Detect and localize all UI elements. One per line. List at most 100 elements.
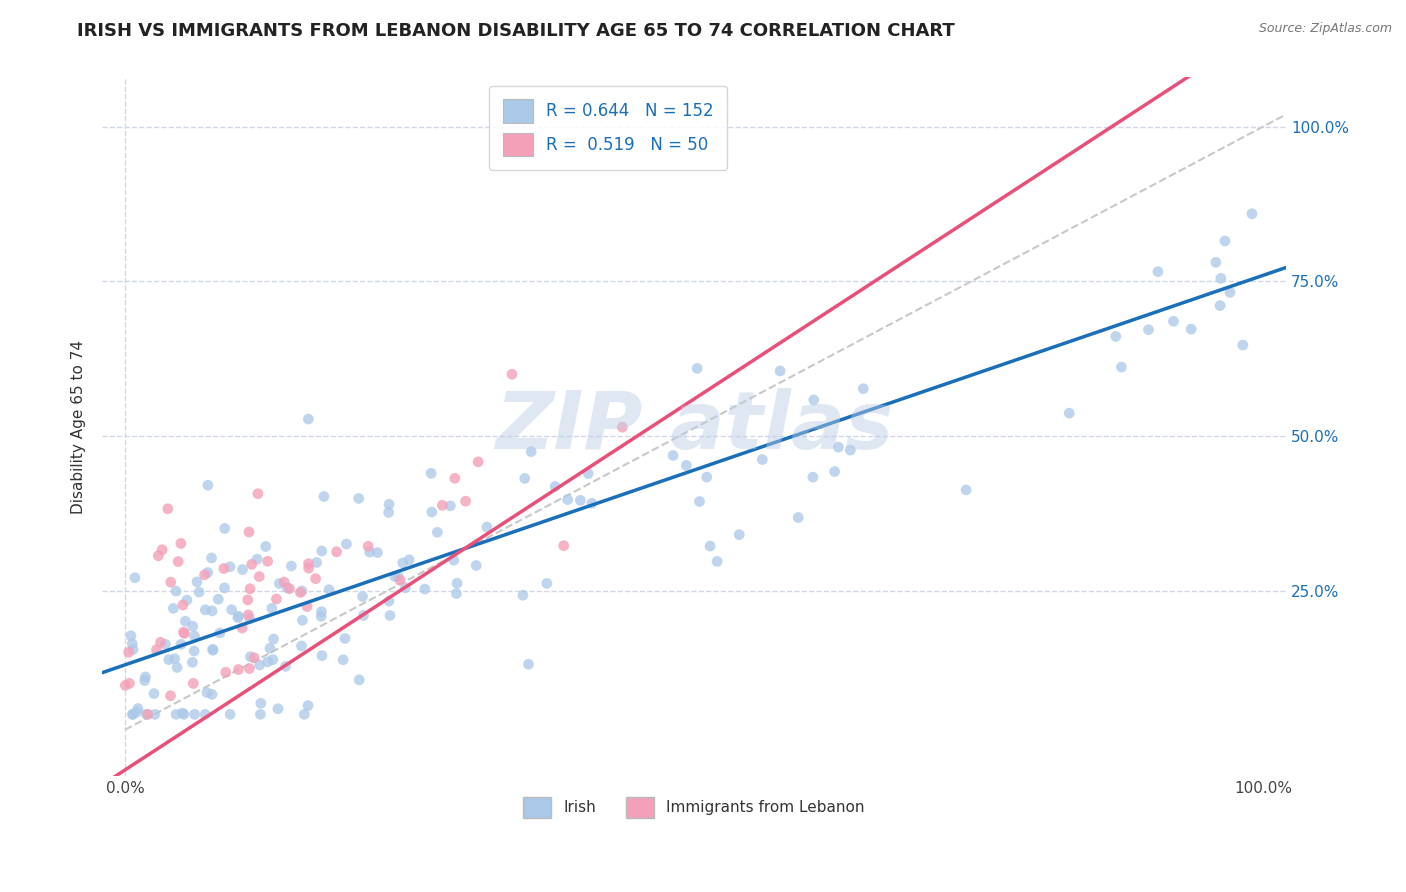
- Point: [347, 673, 370, 687]
- Point: [172, 598, 194, 612]
- Point: [557, 492, 579, 507]
- Point: [155, 637, 177, 651]
- Point: [696, 470, 718, 484]
- Point: [432, 499, 454, 513]
- Point: [125, 705, 148, 719]
- Point: [212, 561, 235, 575]
- Point: [194, 603, 217, 617]
- Point: [181, 656, 204, 670]
- Point: [156, 501, 179, 516]
- Point: [955, 483, 977, 497]
- Point: [214, 521, 236, 535]
- Point: [163, 651, 186, 665]
- Point: [1180, 322, 1202, 336]
- Point: [387, 569, 409, 583]
- Point: [309, 609, 332, 624]
- Point: [267, 702, 290, 716]
- Point: [165, 707, 187, 722]
- Point: [121, 637, 143, 651]
- Point: [231, 621, 253, 635]
- Point: [239, 649, 262, 664]
- Point: [297, 698, 319, 713]
- Point: [1163, 314, 1185, 328]
- Point: [333, 632, 356, 646]
- Point: [576, 467, 599, 481]
- Point: [426, 525, 449, 540]
- Point: [1059, 406, 1081, 420]
- Point: [1147, 265, 1170, 279]
- Point: [236, 593, 259, 607]
- Point: [219, 707, 242, 722]
- Point: [150, 542, 173, 557]
- Point: [454, 494, 477, 508]
- Point: [124, 571, 146, 585]
- Point: [134, 673, 156, 688]
- Point: [134, 670, 156, 684]
- Point: [544, 479, 567, 493]
- Point: [513, 471, 536, 485]
- Point: [118, 676, 141, 690]
- Point: [291, 613, 314, 627]
- Point: [311, 648, 333, 663]
- Point: [359, 545, 381, 559]
- Point: [166, 660, 188, 674]
- Legend: Irish, Immigrants from Lebanon: Irish, Immigrants from Lebanon: [517, 790, 870, 824]
- Point: [391, 556, 413, 570]
- Point: [259, 641, 281, 656]
- Point: [839, 443, 862, 458]
- Point: [465, 558, 488, 573]
- Point: [675, 458, 697, 473]
- Point: [200, 551, 222, 566]
- Point: [201, 604, 224, 618]
- Point: [1240, 207, 1263, 221]
- Point: [1111, 359, 1133, 374]
- Point: [201, 643, 224, 657]
- Point: [262, 652, 284, 666]
- Point: [136, 707, 159, 722]
- Point: [157, 652, 180, 666]
- Point: [312, 490, 335, 504]
- Point: [420, 467, 443, 481]
- Point: [787, 510, 810, 524]
- Point: [273, 575, 295, 590]
- Y-axis label: Disability Age 65 to 74: Disability Age 65 to 74: [72, 340, 86, 514]
- Point: [751, 452, 773, 467]
- Point: [170, 536, 193, 550]
- Point: [686, 361, 709, 376]
- Point: [162, 601, 184, 615]
- Point: [226, 611, 249, 625]
- Point: [378, 594, 401, 608]
- Point: [305, 556, 328, 570]
- Point: [143, 687, 166, 701]
- Point: [311, 544, 333, 558]
- Point: [352, 590, 374, 604]
- Point: [260, 601, 283, 615]
- Point: [1213, 234, 1236, 248]
- Point: [298, 561, 321, 575]
- Point: [122, 642, 145, 657]
- Point: [269, 576, 291, 591]
- Point: [228, 609, 250, 624]
- Point: [517, 657, 540, 672]
- Point: [170, 637, 193, 651]
- Point: [389, 573, 412, 587]
- Point: [394, 581, 416, 595]
- Point: [145, 642, 167, 657]
- Point: [263, 632, 285, 646]
- Point: [127, 701, 149, 715]
- Point: [247, 569, 270, 583]
- Point: [239, 612, 262, 626]
- Point: [197, 566, 219, 580]
- Point: [357, 539, 380, 553]
- Point: [243, 650, 266, 665]
- Point: [297, 557, 319, 571]
- Point: [769, 364, 792, 378]
- Point: [569, 493, 592, 508]
- Point: [553, 539, 575, 553]
- Point: [249, 657, 271, 672]
- Point: [304, 572, 326, 586]
- Point: [852, 382, 875, 396]
- Point: [239, 582, 262, 596]
- Point: [280, 559, 302, 574]
- Point: [443, 553, 465, 567]
